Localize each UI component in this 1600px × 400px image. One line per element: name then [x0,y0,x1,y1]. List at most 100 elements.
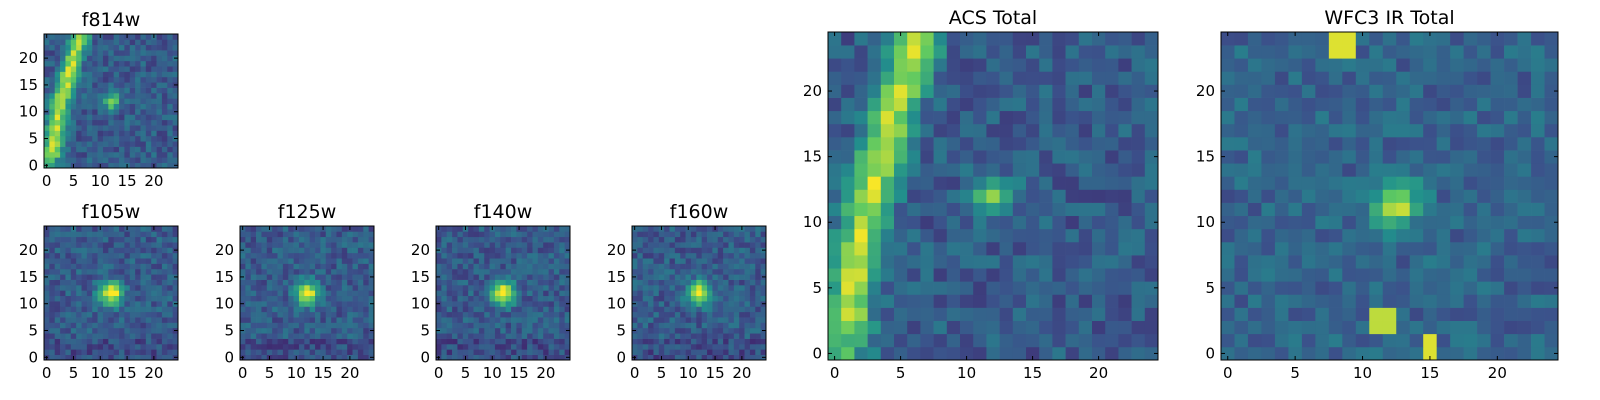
heatmap-cell [559,236,565,243]
heatmap-cell [309,301,316,307]
heatmap-cell [1144,255,1159,269]
heatmap-cell [701,349,708,355]
heatmap-cell [76,263,82,270]
heatmap-cell [108,306,115,313]
heatmap-cell [468,258,474,264]
heatmap-cell [712,231,719,238]
heatmap-cell [97,322,104,329]
heatmap-cell [880,136,895,151]
heatmap-cell [484,242,490,248]
heatmap-cell [733,317,740,323]
heatmap-cell [505,311,512,318]
heatmap-cell [680,290,686,297]
heatmap-cell [70,242,77,248]
heatmap-cell [1517,268,1532,282]
heatmap-cell [543,295,549,302]
heatmap-cell [266,258,273,264]
heatmap-cell [484,354,490,361]
heatmap-cell [933,110,948,125]
heatmap-cell [690,338,697,345]
heatmap-cell [161,50,168,56]
heatmap-cell [960,346,974,361]
heatmap-cell [1301,71,1316,85]
heatmap-cell [65,141,72,147]
x-tick-label: 5 [461,364,471,382]
heatmap-cell [468,263,474,270]
heatmap-cell [999,255,1014,269]
heatmap-cell [124,141,131,147]
heatmap-cell [867,163,882,177]
heatmap-cell [1288,150,1303,164]
heatmap-cell [140,338,147,345]
heatmap-cell [669,274,676,280]
heatmap-cell [696,317,703,323]
heatmap-cell [368,242,375,248]
heatmap-cell [1039,215,1053,230]
heatmap-cell [436,284,442,291]
heatmap-cell [973,346,987,361]
heatmap-cell [1274,163,1289,177]
heatmap-cell [325,317,332,323]
heatmap-cell [124,109,131,115]
heatmap-cell [1517,84,1532,98]
heatmap-cell [521,306,528,313]
heatmap-cell [113,290,120,297]
heatmap-cell [973,32,987,46]
heatmap-cell [54,66,61,72]
heatmap-cell [172,98,179,105]
heatmap-cell [760,252,767,259]
heatmap-cell [86,343,93,350]
heatmap-cell [986,45,1000,59]
heatmap-cell [1517,163,1532,177]
heatmap-cell [907,110,921,125]
heatmap-cell [92,284,98,291]
heatmap-cell [172,114,179,121]
heatmap-cell [135,327,141,334]
heatmap-cell [760,295,767,302]
heatmap-cell [543,279,549,286]
heatmap-cell [696,333,703,339]
heatmap-cell [637,290,644,297]
heatmap-cell [156,50,163,56]
heatmap-cell [1301,58,1316,72]
heatmap-cell [304,301,311,307]
heatmap-cell [76,306,82,313]
heatmap-cell [854,110,868,125]
heatmap-cell [304,333,311,339]
heatmap-cell [1012,255,1027,269]
heatmap-cell [1012,110,1027,125]
heatmap-cell [986,228,1000,243]
heatmap-cell [1092,320,1106,335]
heatmap-cell [1012,320,1027,335]
heatmap-cell [1517,71,1532,85]
heatmap-cell [151,92,157,99]
heatmap-cell [457,306,464,313]
heatmap-cell [841,255,855,269]
heatmap-cell [712,338,719,345]
heatmap-cell [1247,84,1262,98]
heatmap-cell [728,258,735,264]
heatmap-cell [1078,333,1093,348]
heatmap-cell [1221,32,1235,46]
heatmap-cell [1409,84,1424,98]
heatmap-cell [1531,84,1545,98]
heatmap-cell [172,103,179,110]
heatmap-cell [1396,255,1411,269]
heatmap-cell [156,130,163,137]
heatmap-cell [701,236,708,243]
heatmap-cell [484,279,490,286]
heatmap-cell [1450,176,1464,190]
heatmap-cell [553,338,560,345]
heatmap-cell [288,301,294,307]
heatmap-cell [960,84,974,98]
heatmap-cell [347,333,353,339]
heatmap-cell [494,333,501,339]
heatmap-cell [161,252,168,259]
heatmap-cell [880,228,895,243]
heatmap-cell [760,306,767,313]
heatmap-cell [1247,228,1262,243]
heatmap-cell [548,274,555,280]
heatmap-cell [161,125,168,131]
heatmap-cell [723,236,729,243]
heatmap-cell [81,82,88,88]
